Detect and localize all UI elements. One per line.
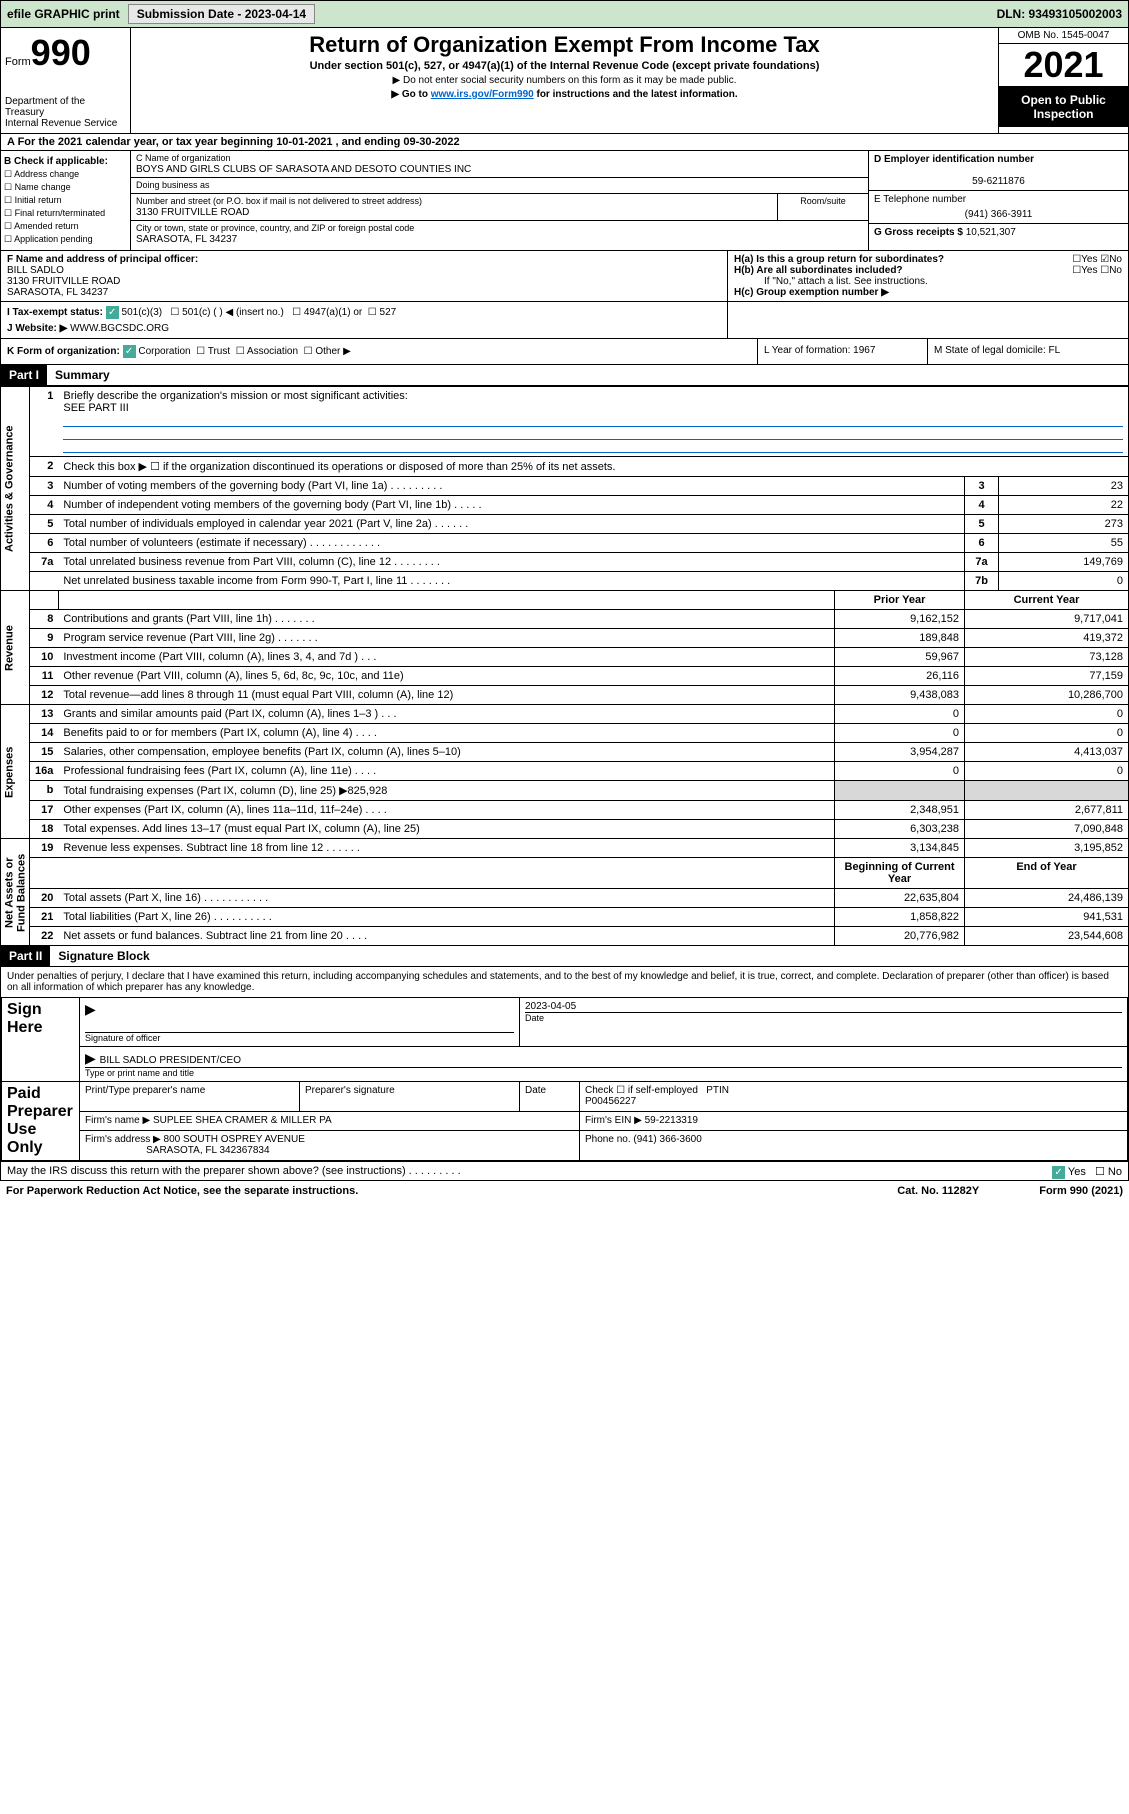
instructions-link: ▶ Go to www.irs.gov/Form990 for instruct… [135, 89, 994, 100]
ssn-note: ▶ Do not enter social security numbers o… [135, 75, 994, 86]
amended-return-check[interactable]: Amended return [4, 221, 127, 232]
org-info-block: B Check if applicable: Address change Na… [0, 151, 1129, 251]
ein-value: 59-6211876 [874, 176, 1123, 187]
final-return-check[interactable]: Final return/terminated [4, 208, 127, 219]
room-suite-label: Room/suite [800, 196, 846, 206]
sign-here: Sign Here [2, 998, 80, 1082]
netassets-label: Net Assets or Fund Balances [1, 839, 30, 946]
block-d: D Employer identification number59-62118… [868, 151, 1128, 250]
block-b: B Check if applicable: Address change Na… [1, 151, 131, 250]
city-state-zip: SARASOTA, FL 34237 [136, 234, 237, 245]
irs-link[interactable]: www.irs.gov/Form990 [431, 89, 534, 100]
year-formation: L Year of formation: 1967 [758, 339, 928, 364]
firm-phone: (941) 366-3600 [633, 1134, 701, 1145]
org-name: BOYS AND GIRLS CLUBS OF SARASOTA AND DES… [136, 164, 471, 175]
expenses-label: Expenses [1, 705, 30, 839]
block-c: C Name of organizationBOYS AND GIRLS CLU… [131, 151, 868, 250]
firm-name: SUPLEE SHEA CRAMER & MILLER PA [153, 1115, 332, 1126]
officer-group-row: F Name and address of principal officer:… [0, 251, 1129, 302]
firm-address: 800 SOUTH OSPREY AVENUE [164, 1134, 305, 1145]
subordinates-opts[interactable]: ☐Yes ☐No [1072, 265, 1122, 276]
group-exemption: H(c) Group exemption number ▶ [734, 287, 889, 298]
street-address: 3130 FRUITVILLE ROAD [136, 207, 249, 218]
discuss-no[interactable]: ☐ No [1095, 1166, 1122, 1178]
activities-label: Activities & Governance [1, 387, 30, 591]
form-number: 990 [31, 32, 91, 73]
open-inspection: Open to Public Inspection [999, 87, 1128, 127]
mission-text: SEE PART III [63, 402, 128, 414]
footer: For Paperwork Reduction Act Notice, see … [0, 1181, 1129, 1201]
paid-preparer: Paid Preparer Use Only [2, 1082, 80, 1161]
discuss-yes-check[interactable]: ✓ [1052, 1166, 1065, 1179]
form-header: Form990 Department of the Treasury Inter… [0, 28, 1129, 134]
initial-return-check[interactable]: Initial return [4, 195, 127, 206]
dln-label: DLN: 93493105002003 [997, 7, 1122, 21]
officer-signed: BILL SADLO PRESIDENT/CEO [100, 1055, 241, 1066]
submission-date-button[interactable]: Submission Date - 2023-04-14 [128, 4, 315, 24]
top-bar: efile GRAPHIC print Submission Date - 20… [0, 0, 1129, 28]
website: WWW.BGCSDC.ORG [70, 323, 169, 334]
telephone: (941) 366-3911 [874, 209, 1123, 220]
application-pending-check[interactable]: Application pending [4, 234, 127, 245]
tax-year-period: A For the 2021 calendar year, or tax yea… [0, 134, 1129, 151]
efile-label: efile GRAPHIC print [7, 7, 120, 21]
part2-header: Part IISignature Block [0, 946, 1129, 967]
name-change-check[interactable]: Name change [4, 182, 127, 193]
declaration: Under penalties of perjury, I declare th… [1, 967, 1128, 997]
tax-status-row: I Tax-exempt status: ✓ 501(c)(3) ☐ 501(c… [0, 302, 1129, 339]
gross-receipts: 10,521,307 [966, 227, 1016, 238]
org-form-row: K Form of organization: ✓ Corporation ☐ … [0, 339, 1129, 365]
part1-header: Part ISummary [0, 365, 1129, 386]
form-word: Form [5, 56, 31, 68]
legal-domicile: M State of legal domicile: FL [928, 339, 1128, 364]
form-ref: Form 990 (2021) [1039, 1185, 1123, 1197]
line3-val: 23 [999, 477, 1129, 496]
form-subtitle: Under section 501(c), 527, or 4947(a)(1)… [135, 60, 994, 72]
pra-notice: For Paperwork Reduction Act Notice, see … [6, 1185, 358, 1197]
omb-number: OMB No. 1545-0047 [999, 28, 1128, 44]
signature-block: Under penalties of perjury, I declare th… [0, 967, 1129, 1181]
catalog-number: Cat. No. 11282Y [897, 1185, 979, 1197]
officer-name: BILL SADLO [7, 265, 64, 276]
dept-label: Department of the Treasury Internal Reve… [5, 96, 126, 129]
ptin: P00456227 [585, 1096, 636, 1107]
501c3-check[interactable]: ✓ [106, 306, 119, 319]
corp-check[interactable]: ✓ [123, 345, 136, 358]
summary-table: Activities & Governance 1 Briefly descri… [0, 386, 1129, 946]
tax-year: 2021 [999, 44, 1128, 87]
sign-date: 2023-04-05 [525, 1001, 576, 1012]
address-change-check[interactable]: Address change [4, 169, 127, 180]
dba-label: Doing business as [136, 180, 210, 190]
firm-ein: 59-2213319 [645, 1115, 698, 1126]
form-title: Return of Organization Exempt From Incom… [135, 32, 994, 58]
group-return-no[interactable]: ☑No [1100, 254, 1122, 265]
revenue-label: Revenue [1, 591, 30, 705]
group-return-yes[interactable]: ☐Yes [1072, 254, 1097, 265]
